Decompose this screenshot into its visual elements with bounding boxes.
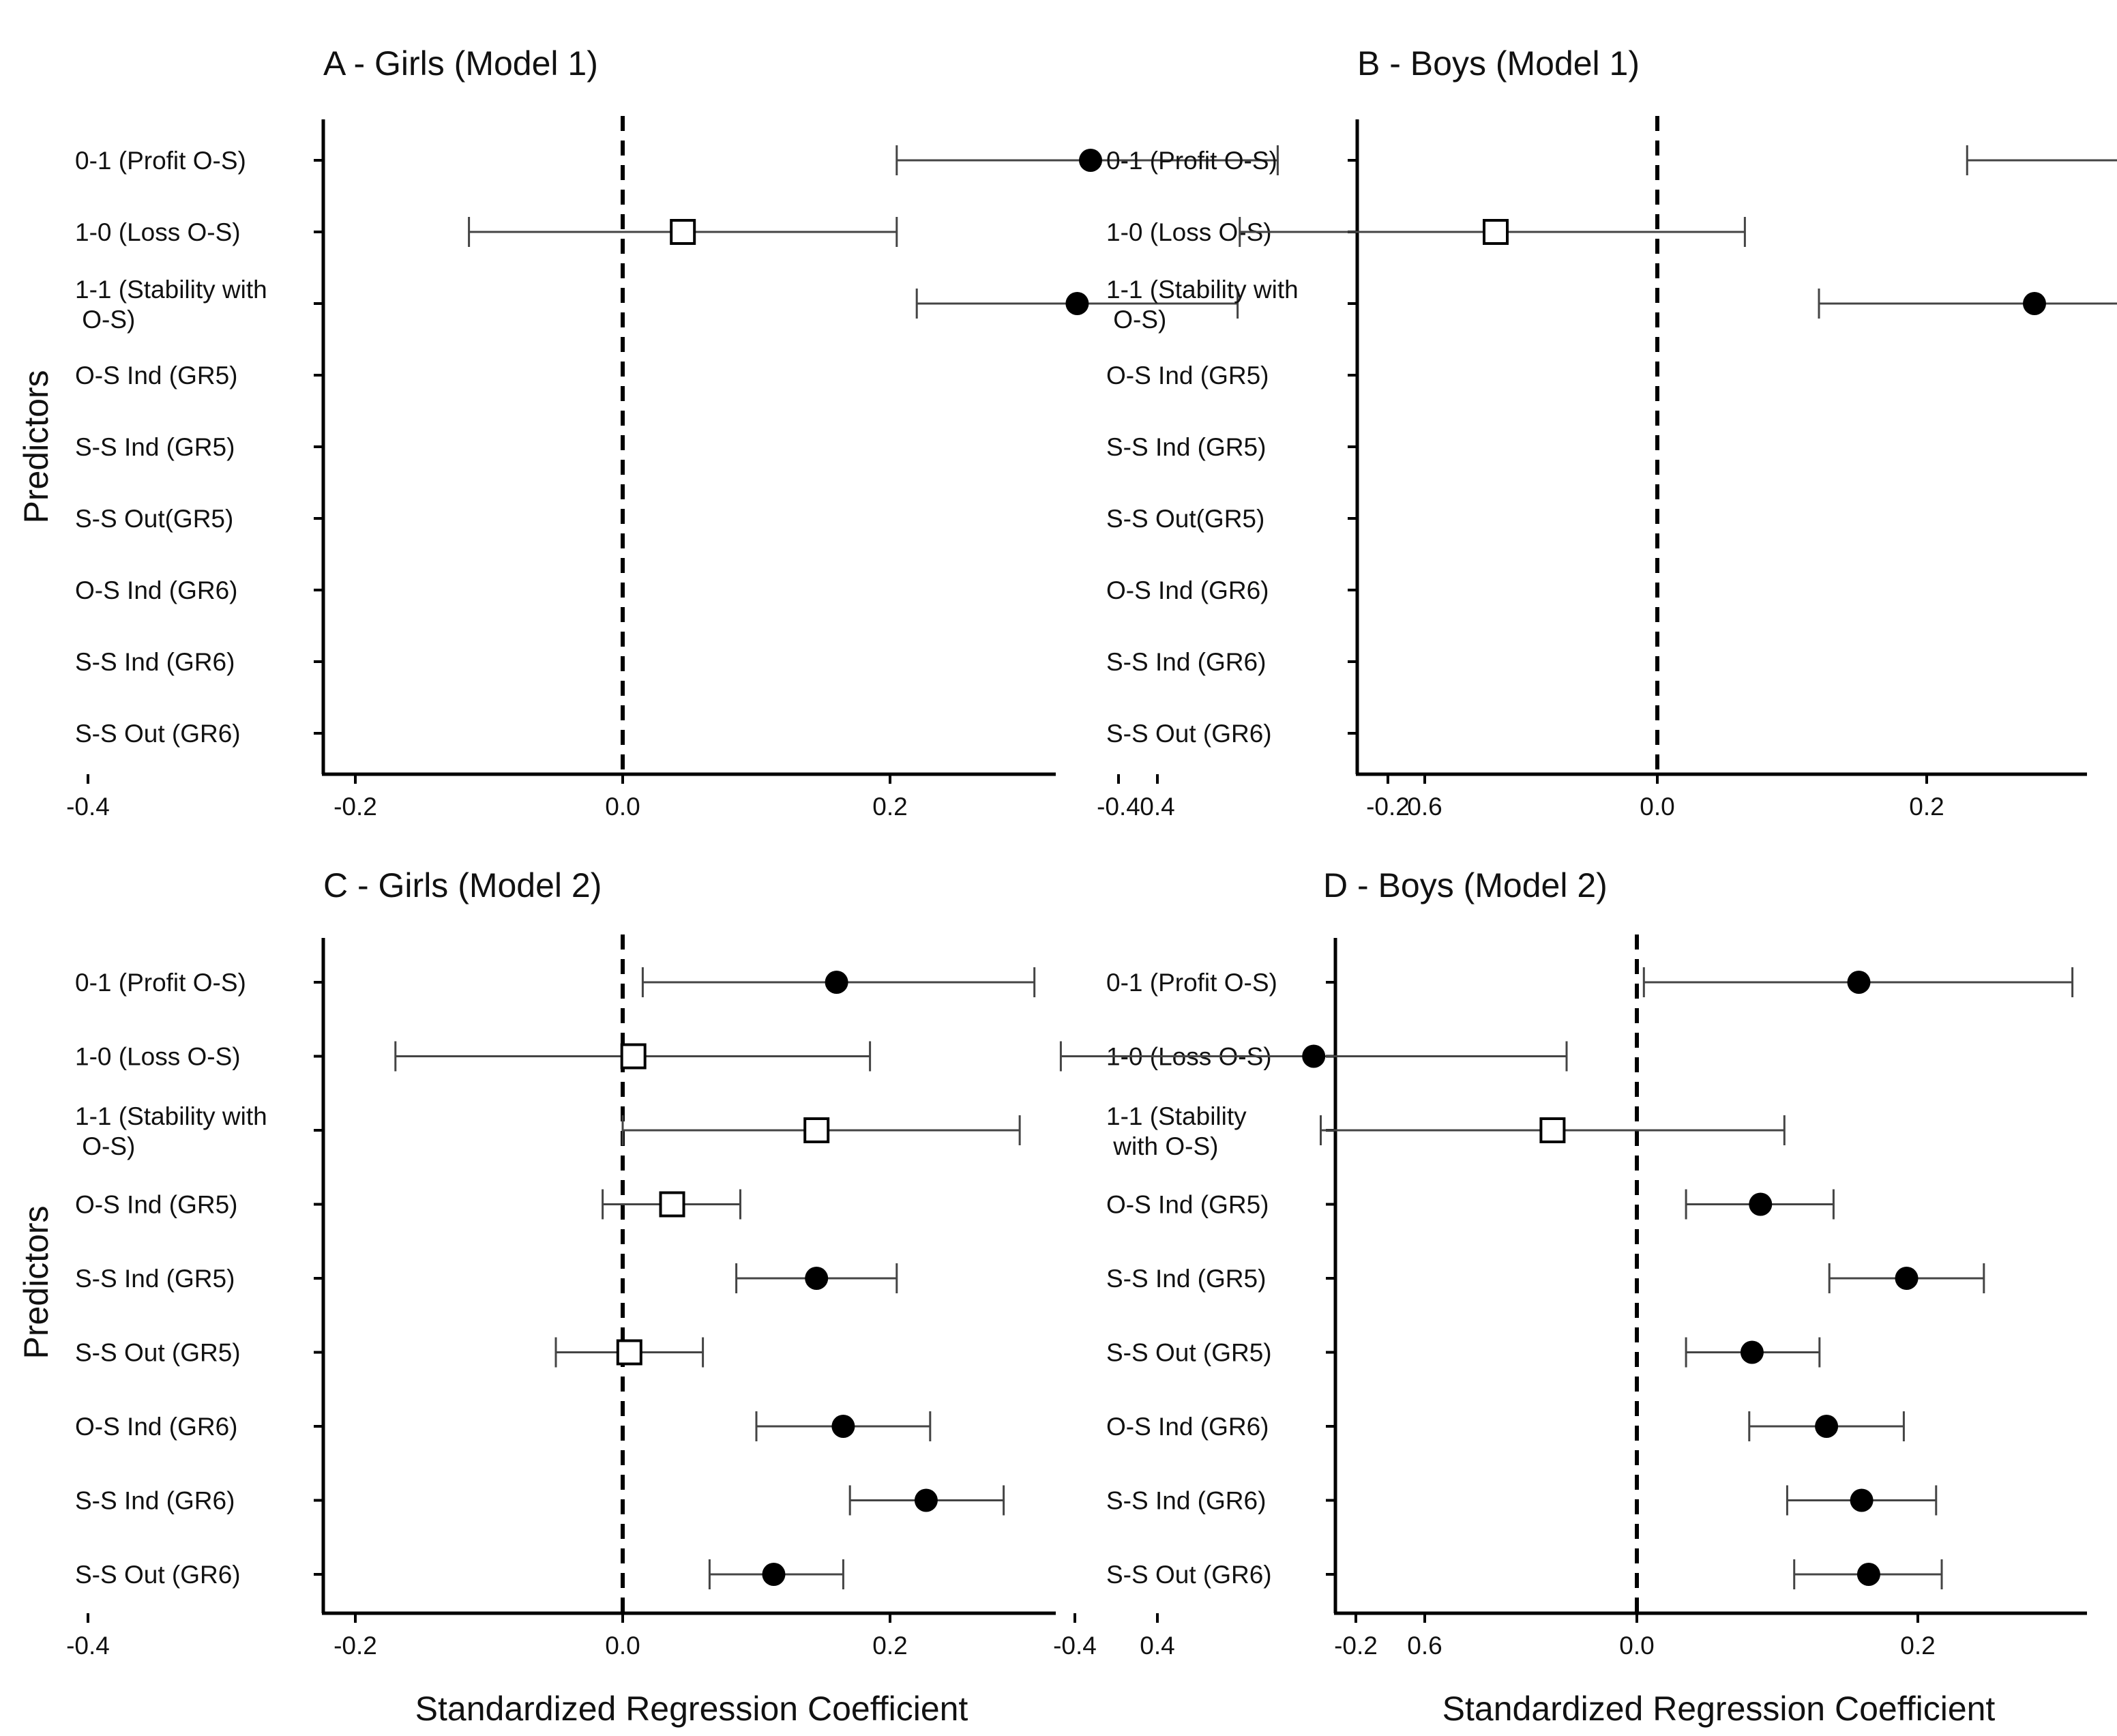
x-tick-label: 0.2	[872, 1632, 907, 1660]
estimate-point-significant	[914, 1488, 938, 1512]
panel-title: C - Girls (Model 2)	[323, 866, 602, 904]
estimate-point-significant	[1079, 149, 1102, 172]
predictor-label: 1-0 (Loss O-S)	[75, 218, 241, 246]
x-tick-label: -0.2	[334, 1632, 377, 1660]
y-axis-label-top: Predictors	[17, 370, 55, 523]
predictor-label: 0-1 (Profit O-S)	[75, 969, 246, 997]
predictor-label: O-S Ind (GR5)	[75, 1191, 238, 1219]
estimate-point-significant	[831, 1415, 855, 1438]
predictor-label: O-S Ind (GR6)	[1106, 576, 1269, 604]
predictor-label: S-S Out (GR6)	[75, 1561, 241, 1589]
predictor-label: S-S Ind (GR6)	[75, 1487, 235, 1515]
panel-title: D - Boys (Model 2)	[1323, 866, 1608, 904]
x-axis-label-right: Standardized Regression Coefficient	[1442, 1690, 1996, 1728]
estimate-point-significant	[2023, 292, 2046, 315]
predictor-label: 0-1 (Profit O-S)	[1106, 969, 1277, 997]
predictor-label: S-S Ind (GR5)	[1106, 433, 1266, 461]
estimate-point-significant	[825, 971, 848, 994]
estimate-point-significant	[1740, 1340, 1764, 1364]
predictor-label: S-S Ind (GR6)	[1106, 1487, 1266, 1515]
x-tick-label: -0.2	[334, 793, 377, 821]
predictor-label: S-S Out(GR5)	[1106, 505, 1264, 533]
x-tick-label: -0.4	[1053, 1632, 1097, 1660]
x-tick-label: -0.4	[66, 793, 110, 821]
estimate-point-significant	[1850, 1488, 1874, 1512]
predictor-label: S-S Out (GR5)	[1106, 1339, 1272, 1367]
predictor-label: O-S Ind (GR5)	[1106, 362, 1269, 389]
panel-b: B - Boys (Model 1) -0.4 -0.2 0.0 0.2 0.4 0.6 0-…	[1097, 44, 2117, 821]
predictor-label: S-S Ind (GR5)	[75, 433, 235, 461]
predictor-label: O-S Ind (GR6)	[75, 576, 238, 604]
estimate-point-significant	[1856, 1563, 1880, 1586]
predictor-label: S-S Ind (GR5)	[75, 1265, 235, 1293]
estimate-point-nonsignificant	[620, 1043, 647, 1070]
predictor-label: O-S Ind (GR5)	[1106, 1191, 1269, 1219]
x-tick-label: 0.0	[1619, 1632, 1654, 1660]
estimate-point-nonsignificant	[1539, 1117, 1566, 1143]
predictor-label: 0-1 (Profit O-S)	[1106, 147, 1277, 175]
estimate-point-significant	[762, 1563, 786, 1586]
estimate-point-nonsignificant	[659, 1191, 685, 1218]
x-axis-label-left: Standardized Regression Coefficient	[415, 1690, 968, 1728]
panel-a: A - Girls (Model 1) -0.4 -0.2 0.0 0.2 0.4 0.6 0…	[66, 44, 1442, 821]
predictor-label: 1-1 (Stability with O-S)	[1106, 1102, 1247, 1160]
predictor-label: S-S Out (GR6)	[1106, 720, 1272, 748]
estimate-point-significant	[1065, 292, 1089, 315]
predictor-label: O-S Ind (GR6)	[1106, 1413, 1269, 1441]
predictor-label: S-S Ind (GR6)	[75, 648, 235, 676]
panel-title: A - Girls (Model 1)	[323, 44, 598, 83]
estimate-point-significant	[1847, 971, 1871, 994]
estimate-point-nonsignificant	[803, 1117, 830, 1143]
predictor-label: 1-0 (Loss O-S)	[75, 1043, 241, 1071]
predictor-label: 1-1 (Stability with O-S)	[75, 276, 267, 334]
panel-d: D - Boys (Model 2) -0.4 -0.2 0.0 0.2 0.4 0.6 0-…	[1053, 866, 2087, 1660]
x-tick-label: 0.0	[605, 1632, 640, 1660]
estimate-point-nonsignificant	[1483, 219, 1509, 245]
estimate-point-significant	[1895, 1267, 1919, 1290]
x-tick-label: -0.4	[66, 1632, 110, 1660]
predictor-label: 1-1 (Stability with O-S)	[75, 1102, 267, 1160]
x-tick-label: 0.2	[1900, 1632, 1935, 1660]
predictor-label: O-S Ind (GR6)	[75, 1413, 238, 1441]
x-tick-label: 0.0	[1640, 793, 1674, 821]
predictor-label: 0-1 (Profit O-S)	[75, 147, 246, 175]
panel-title: B - Boys (Model 1)	[1357, 44, 1640, 83]
predictor-label: S-S Out (GR6)	[75, 720, 241, 748]
predictor-label: 1-1 (Stability with O-S)	[1106, 276, 1299, 334]
estimate-point-significant	[1815, 1415, 1839, 1438]
estimate-point-significant	[805, 1267, 829, 1290]
x-tick-label: 0.2	[872, 793, 907, 821]
x-tick-label: 0.4	[1140, 793, 1174, 821]
predictor-label: S-S Ind (GR6)	[1106, 648, 1266, 676]
estimate-point-significant	[1302, 1044, 1326, 1068]
predictor-label: S-S Out (GR5)	[75, 1339, 241, 1367]
predictor-label: O-S Ind (GR5)	[75, 362, 238, 389]
panel-c: C - Girls (Model 2) -0.4 -0.2 0.0 0.2 0.4 0.6 0…	[66, 866, 1442, 1660]
x-tick-label: 0.6	[1407, 1632, 1442, 1660]
x-tick-label: -0.2	[1366, 793, 1410, 821]
x-tick-label: 0.2	[1909, 793, 1944, 821]
predictor-label: S-S Out(GR5)	[75, 505, 233, 533]
estimate-point-nonsignificant	[670, 219, 696, 245]
estimate-point-nonsignificant	[616, 1339, 642, 1366]
x-tick-label: 0.4	[1140, 1632, 1174, 1660]
x-tick-label: -0.4	[1097, 793, 1140, 821]
x-tick-label: 0.6	[1407, 793, 1442, 821]
estimate-point-significant	[1749, 1192, 1773, 1216]
y-axis-label-bottom: Predictors	[17, 1205, 55, 1359]
x-tick-label: 0.0	[605, 793, 640, 821]
predictor-label: S-S Out (GR6)	[1106, 1561, 1272, 1589]
x-tick-label: -0.2	[1334, 1632, 1378, 1660]
predictor-label: S-S Ind (GR5)	[1106, 1265, 1266, 1293]
